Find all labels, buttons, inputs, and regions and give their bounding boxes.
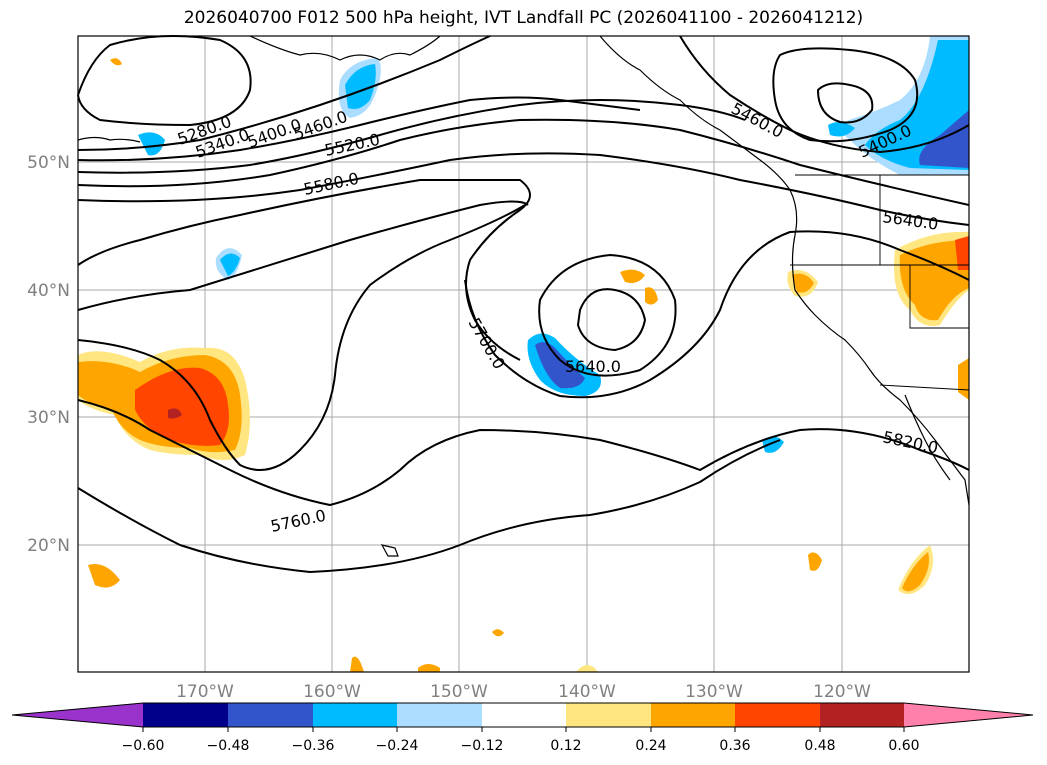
ivt-area-small-2 [645, 287, 658, 305]
colorbar-segment [143, 703, 228, 727]
political-borders [790, 174, 970, 391]
colorbar-tick-labels: −0.60 −0.48 −0.36 −0.24 −0.12 0.12 0.24 … [122, 738, 920, 754]
contour-cutoff-inner [576, 288, 647, 352]
lon-label: 150°W [430, 682, 488, 702]
colorbar-ticks [142, 727, 905, 732]
colorbar-extend-low [12, 703, 143, 727]
ivt-area-west-strong [135, 367, 229, 446]
coastline-baja [904, 394, 951, 481]
ivt-area-bottom-4 [492, 629, 504, 637]
lon-label: 120°W [813, 682, 871, 702]
contour-5340 [77, 35, 491, 151]
colorbar-tick-label: −0.48 [207, 738, 250, 754]
contour-5580 [77, 152, 970, 226]
contour-5280 [77, 35, 252, 127]
contour-5520 [77, 118, 970, 206]
ivt-area-ca [792, 273, 814, 293]
ivt-area-west-max [168, 408, 182, 419]
longitude-labels: 170°W 160°W 150°W 140°W 130°W 120°W [176, 682, 871, 702]
ivt-area-us [899, 240, 969, 321]
contour-5820 [77, 439, 781, 574]
colorbar-segment [313, 703, 397, 727]
lat-label: 20°N [27, 536, 70, 556]
colorbar-tick-label: 0.36 [719, 738, 750, 754]
ivt-shading [78, 36, 969, 672]
lon-label: 170°W [176, 682, 234, 702]
colorbar-tick-label: −0.60 [122, 738, 165, 754]
colorbar-tick-label: 0.24 [635, 738, 666, 754]
colorbar-tick-label: −0.12 [461, 738, 504, 754]
ivt-area-bottom-2 [418, 664, 440, 672]
contour-label: 5640.0 [565, 357, 621, 376]
ivt-area-cutoff-strong [535, 342, 585, 389]
colorbar-segment [735, 703, 820, 727]
ivt-area-south-1 [808, 552, 822, 571]
contour-5460 [77, 99, 746, 174]
colorbar-segment [397, 703, 482, 727]
ivt-area-us-strong [955, 236, 969, 270]
lon-label: 160°W [303, 682, 361, 702]
colorbar-segment [651, 703, 735, 727]
colorbar-extend-high [904, 703, 1033, 727]
latitude-labels: 50°N 40°N 30°N 20°N [27, 153, 70, 556]
contour-ne-outer [772, 47, 919, 143]
colorbar-segment [566, 703, 651, 727]
contour-5700 [77, 204, 526, 471]
colorbar-segment [228, 703, 313, 727]
lat-label: 40°N [27, 281, 70, 301]
contour-5400 [77, 96, 641, 162]
contour-5700-north [77, 200, 529, 311]
coastline-hawaii [380, 544, 399, 557]
contour-ne-5460 [679, 35, 970, 154]
contour-cutoff-outer [538, 253, 677, 377]
colorbar-tick-label: −0.36 [292, 738, 335, 754]
map-title: 2026040700 F012 500 hPa height, IVT Land… [183, 8, 864, 28]
plot-frame [77, 35, 970, 673]
contour-5760 [77, 399, 970, 507]
colorbar-tick-label: −0.24 [376, 738, 419, 754]
ivt-area-bottom-3 [576, 665, 598, 672]
border-us-mexico [879, 384, 970, 391]
colorbar-segment [820, 703, 904, 727]
ivt-area-nw-small [138, 132, 165, 156]
contour-ne-inner [816, 82, 874, 124]
colorbar-tick-label: 0.12 [550, 738, 581, 754]
ivt-area-alaska [345, 64, 376, 109]
ivt-area-ne-small [828, 122, 855, 137]
colorbar: −0.60 −0.48 −0.36 −0.24 −0.12 0.12 0.24 … [11, 702, 1034, 754]
ivt-area-mid [220, 253, 240, 276]
colorbar-segment [482, 703, 566, 727]
lat-label: 30°N [27, 408, 70, 428]
lon-label: 130°W [685, 682, 743, 702]
ivt-area-bottom-1 [350, 656, 364, 672]
ivt-area-south-2 [902, 552, 929, 592]
ivt-area-topleft [110, 58, 122, 66]
ivt-area-ne-strong [919, 110, 969, 168]
ivt-area-sw [88, 564, 120, 588]
coastline-aleutians [77, 136, 141, 143]
colorbar-tick-label: 0.60 [888, 738, 919, 754]
border-state-3 [909, 265, 969, 329]
height-contours [77, 35, 970, 574]
contour-5640 [464, 230, 970, 399]
lat-label: 50°N [27, 153, 70, 173]
ivt-area-small-1 [620, 269, 645, 284]
lon-label: 140°W [558, 682, 616, 702]
coastline-alaska [249, 35, 441, 61]
colorbar-tick-label: 0.48 [804, 738, 835, 754]
